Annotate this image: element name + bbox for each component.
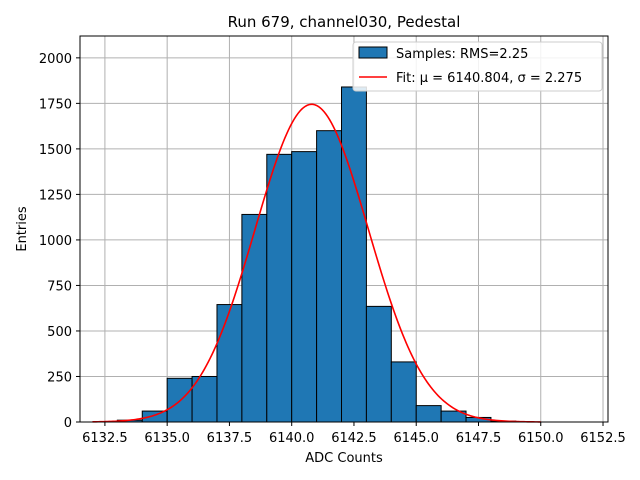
y-axis-label: Entries [15, 206, 30, 252]
plot-frame [79, 35, 609, 423]
fit-curve-layer [92, 103, 541, 423]
y-tick-label-8: 2000 [39, 52, 72, 67]
x-tick-label-0: 6132.5 [82, 431, 128, 446]
histogram-bar-11 [390, 361, 417, 423]
y-tick-label-4: 1000 [39, 234, 72, 249]
histogram-bar-10 [365, 305, 392, 423]
y-tick-label-3: 750 [47, 279, 72, 294]
x-tick-label-5: 6145.0 [393, 431, 439, 446]
legend: Samples: RMS=2.25 Fit: μ = 6140.804, σ =… [352, 41, 603, 92]
x-tick-label-4: 6142.5 [331, 431, 377, 446]
y-tick-label-5: 1250 [39, 188, 72, 203]
x-tick-label-8: 6152.5 [580, 431, 626, 446]
y-tick-label-1: 250 [47, 370, 72, 385]
legend-samples-label: Samples: RMS=2.25 [396, 47, 528, 62]
x-tick-label-1: 6135.0 [144, 431, 190, 446]
y-tick-label-7: 1750 [39, 97, 72, 112]
histogram-bar-3 [191, 375, 218, 423]
histogram-bar-4 [216, 304, 243, 423]
x-tick-label-2: 6137.5 [207, 431, 253, 446]
x-axis-ticks: 6132.5 6135.0 6137.5 6140.0 6142.5 6145.0 6147… [82, 422, 626, 446]
histogram-bar-6 [266, 153, 293, 423]
x-tick-label-7: 6150.0 [518, 431, 564, 446]
x-axis-label: ADC Counts [305, 451, 383, 466]
chart-title: Run 679, channel030, Pedestal [228, 13, 461, 31]
fit-curve [92, 103, 541, 423]
histogram-bar-12 [415, 405, 442, 423]
legend-box [352, 41, 603, 92]
legend-samples-swatch [358, 46, 388, 59]
y-tick-label-0: 0 [64, 416, 72, 431]
y-axis-ticks: 0 250 500 750 1000 1250 1500 1750 2000 [39, 52, 80, 431]
histogram-bars [116, 86, 517, 423]
x-tick-label-3: 6140.0 [269, 431, 315, 446]
histogram-bar-7 [291, 151, 318, 423]
legend-fit-label: Fit: μ = 6140.804, σ = 2.275 [396, 71, 582, 86]
histogram-bar-8 [316, 130, 343, 423]
x-tick-label-6: 6147.5 [456, 431, 502, 446]
histogram-bar-9 [341, 86, 367, 423]
y-tick-label-6: 1500 [39, 143, 72, 158]
histogram-bar-1 [141, 410, 168, 423]
histogram-bar-5 [241, 213, 268, 423]
y-tick-label-2: 500 [47, 325, 72, 340]
